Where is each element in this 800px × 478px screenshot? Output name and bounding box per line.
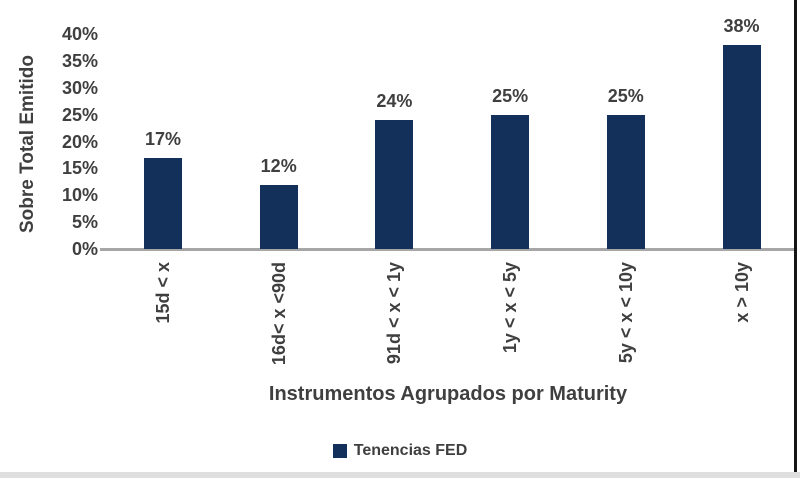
y-tick-label: 0% (71, 239, 98, 259)
y-tick-label: 30% (61, 77, 98, 98)
bar (722, 44, 761, 249)
category-label: 15d < x (153, 262, 173, 324)
right-border-line (794, 0, 797, 478)
bar (144, 157, 182, 249)
y-tick-label: 35% (61, 50, 98, 71)
y-tick-label: 40% (61, 24, 98, 44)
y-tick-label: 20% (61, 131, 98, 152)
y-tick-label: 25% (61, 104, 98, 125)
legend-label: Tenencias FED (353, 442, 468, 459)
x-axis-line (100, 248, 796, 251)
legend: Tenencias FED (0, 440, 800, 462)
bar-value-label: 38% (723, 15, 760, 36)
category-label: 91d < x < 1y (384, 262, 405, 365)
y-tick-label: 15% (61, 158, 98, 179)
bar (375, 120, 414, 249)
bar-value-label: 17% (144, 128, 182, 149)
category-label: 1y < x < 5y (500, 262, 521, 354)
bar-value-label: 24% (376, 91, 413, 111)
legend-swatch-icon (332, 444, 347, 458)
y-tick-label: 10% (61, 185, 98, 206)
category-label: x > 10y (731, 262, 752, 323)
bar (606, 114, 645, 249)
category-label: 16d< x <90d (268, 262, 289, 366)
category-label: 5y < x < 10y (615, 262, 636, 364)
bar-value-label: 25% (492, 85, 529, 106)
bar (259, 184, 298, 249)
bottom-border-line (0, 472, 800, 478)
y-tick-label: 5% (71, 212, 98, 233)
x-axis-title: Instrumentos Agrupados por Maturity (268, 383, 628, 405)
bar (491, 114, 530, 249)
bar-value-label: 25% (607, 85, 644, 106)
bar-value-label: 12% (260, 155, 297, 176)
